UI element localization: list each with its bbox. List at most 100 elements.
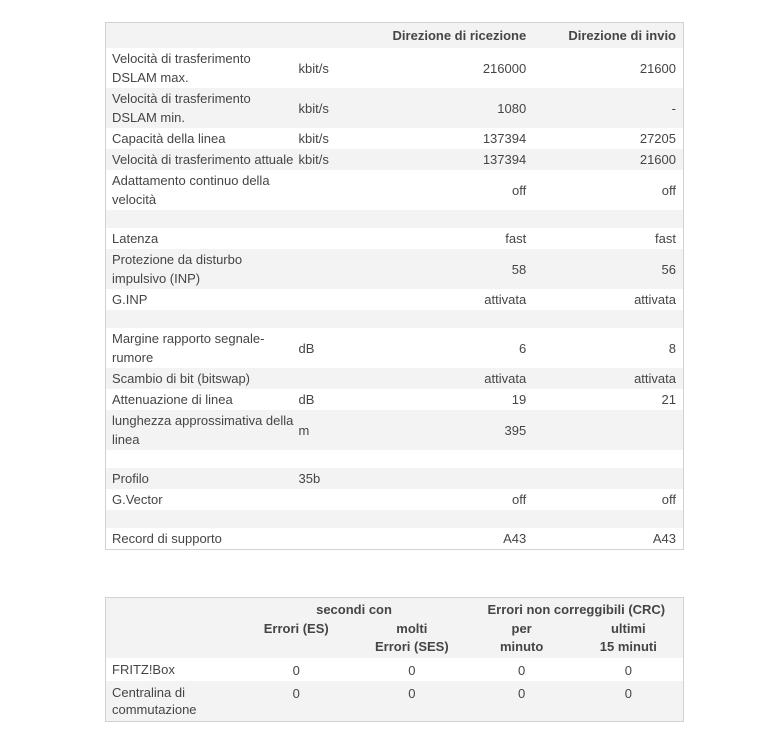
row-unit	[299, 368, 366, 389]
spacer-row	[105, 310, 684, 328]
dsl-stat-row: lunghezza approssimativa della linea m 395	[105, 410, 684, 450]
value-receive: off	[511, 492, 527, 507]
row-label: G.INP	[112, 292, 148, 307]
row-label: Velocità di trasferimento DSLAM min.	[112, 91, 251, 125]
spacer-cell	[106, 510, 684, 528]
error-count-value: 0	[408, 686, 416, 701]
header-empty-cell	[106, 619, 239, 658]
column-header-errors-es: Errori (ES)	[263, 621, 329, 636]
value-receive	[366, 468, 534, 489]
error-counters-table: secondi con Errori non correggibili (CRC…	[105, 597, 684, 722]
dsl-stat-row: Velocità di trasferimento attuale kbit/s 1…	[105, 149, 684, 170]
row-unit	[299, 489, 366, 510]
row-unit: dB	[298, 392, 315, 407]
value-receive: 1080	[497, 100, 527, 116]
error-count-value: 0	[518, 686, 526, 701]
row-label: Attenuazione di linea	[112, 392, 233, 407]
row-unit: kbit/s	[298, 100, 329, 116]
row-label: Capacità della linea	[112, 131, 226, 146]
row-label: Record di supporto	[112, 531, 222, 546]
header-empty-cell	[299, 23, 366, 49]
row-unit	[299, 249, 366, 289]
row-unit: dB	[298, 340, 315, 356]
dsl-stat-row: Velocità di trasferimento DSLAM max. kbit…	[105, 48, 684, 88]
dsl-table-header-row: Direzione di ricezione Direzione di invi…	[105, 22, 684, 49]
row-unit	[299, 289, 366, 310]
value-send: 8	[668, 340, 676, 356]
spacer-row	[105, 510, 684, 528]
row-unit: 35b	[298, 471, 321, 486]
dsl-stats-table: Direzione di ricezione Direzione di invi…	[105, 22, 684, 550]
dsl-stat-row: G.INP attivata attivata	[105, 289, 684, 310]
value-send: attivata	[634, 292, 676, 307]
dsl-stat-row: Velocità di trasferimento DSLAM min. kbit…	[105, 88, 684, 128]
value-receive: 137394	[482, 131, 527, 146]
value-send: 21	[661, 392, 676, 407]
value-receive: 19	[511, 392, 527, 407]
header-direction-send: Direzione di invio	[568, 28, 676, 43]
header-direction-receive: Direzione di ricezione	[392, 28, 527, 43]
spacer-cell	[106, 210, 684, 228]
value-send: 21600	[639, 60, 676, 76]
value-receive: 6	[518, 340, 527, 356]
error-count-value: 0	[624, 686, 632, 701]
value-receive: A43	[503, 531, 527, 546]
header-empty-cell	[106, 598, 239, 620]
error-table-column-header-row: Errori (ES) molti Errori (SES) per minut…	[105, 619, 684, 658]
dsl-stat-row: Adattamento continuo della velocità off of…	[105, 170, 684, 210]
value-send: -	[671, 100, 676, 116]
dsl-stat-row: Protezione da disturbo impulsivo (INP) 58…	[105, 249, 684, 289]
dsl-stat-row: Record di supporto A43 A43	[105, 528, 684, 550]
value-send	[533, 410, 683, 450]
row-unit	[299, 528, 366, 550]
error-counter-row: Centralina di commutazione 0 0 0 0	[105, 681, 684, 722]
dsl-stat-row: Scambio di bit (bitswap) attivata attivata	[105, 368, 684, 389]
header-empty-cell	[106, 23, 299, 49]
error-table-group-header-row: secondi con Errori non correggibili (CRC…	[105, 597, 684, 620]
row-label: FRITZ!Box	[112, 662, 175, 677]
value-receive: fast	[505, 231, 527, 246]
dsl-stat-row: Margine rapporto segnale-rumore dB 6 8	[105, 328, 684, 368]
value-send: 21600	[639, 152, 676, 167]
value-send: attivata	[634, 371, 676, 386]
value-receive: 395	[504, 422, 527, 438]
row-unit: kbit/s	[298, 152, 329, 167]
row-unit: m	[298, 422, 310, 438]
value-receive: 58	[511, 261, 527, 277]
value-send: fast	[655, 231, 676, 246]
dsl-stat-row: G.Vector off off	[105, 489, 684, 510]
spacer-row	[105, 210, 684, 228]
row-label: Adattamento continuo della velocità	[112, 173, 270, 207]
row-label: Protezione da disturbo impulsivo (INP)	[112, 252, 243, 286]
dsl-stat-row: Profilo 35b	[105, 468, 684, 489]
value-receive: 216000	[482, 60, 527, 76]
value-receive: off	[511, 182, 527, 198]
row-label: Scambio di bit (bitswap)	[112, 371, 250, 386]
dsl-stat-row: Capacità della linea kbit/s 137394 27205	[105, 128, 684, 149]
dsl-stat-row: Attenuazione di linea dB 19 21	[105, 389, 684, 410]
row-label: lunghezza approssimativa della linea	[112, 413, 294, 447]
value-receive: 137394	[482, 152, 527, 167]
error-count-value: 0	[624, 663, 632, 678]
row-label: Latenza	[112, 231, 159, 246]
row-label: Centralina di commutazione	[112, 685, 197, 717]
spacer-cell	[106, 310, 684, 328]
error-count-value: 0	[292, 663, 300, 678]
value-receive: attivata	[484, 371, 527, 386]
error-count-value: 0	[518, 663, 526, 678]
row-label: Margine rapporto segnale-rumore	[112, 331, 265, 365]
row-label: Velocità di trasferimento DSLAM max.	[112, 51, 251, 85]
spacer-cell	[106, 450, 684, 468]
column-header-per-minute: per minuto	[499, 621, 544, 654]
value-send: 27205	[639, 131, 676, 146]
column-header-many-errors-ses: molti Errori (SES)	[374, 621, 449, 654]
value-send: 56	[661, 261, 676, 277]
row-label: Profilo	[112, 471, 149, 486]
row-unit	[299, 228, 366, 249]
group-header-seconds-with: secondi con	[316, 602, 392, 617]
value-send: A43	[652, 531, 676, 546]
value-send: off	[661, 182, 676, 198]
spacer-row	[105, 450, 684, 468]
group-header-crc-errors: Errori non correggibili (CRC)	[487, 602, 666, 617]
